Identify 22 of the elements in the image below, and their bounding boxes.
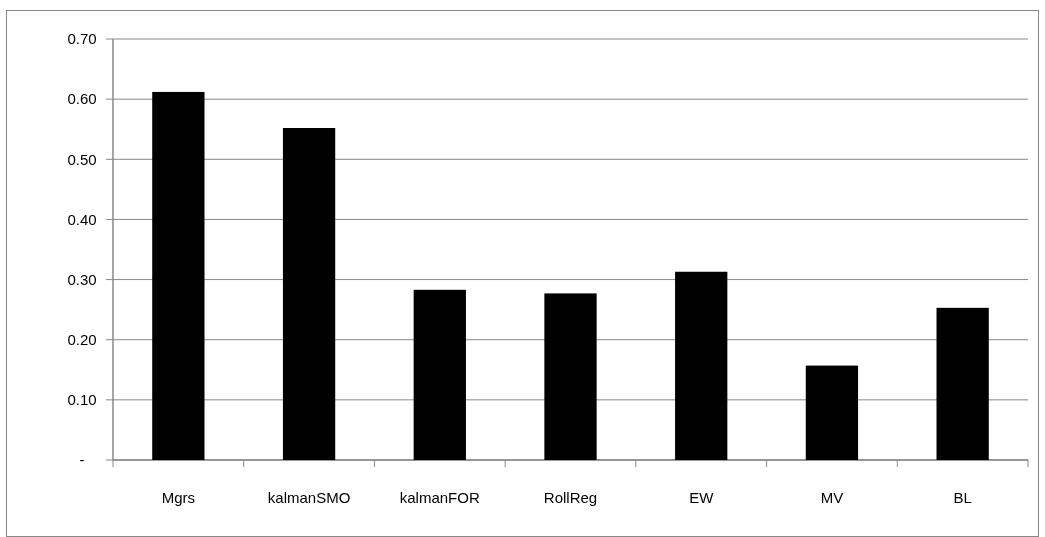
bar bbox=[282, 128, 336, 460]
y-tick-label: 0.50 bbox=[67, 150, 97, 168]
x-tick-label: MV bbox=[820, 489, 844, 506]
bar bbox=[675, 271, 728, 460]
x-tick-label: Mgrs bbox=[161, 489, 196, 506]
y-tick-label: 0.30 bbox=[67, 270, 97, 288]
y-tick-label: 0.10 bbox=[67, 391, 97, 409]
x-tick-label: BL bbox=[953, 489, 972, 506]
y-tick-label: - bbox=[79, 451, 85, 469]
x-tick-label: kalmanFOR bbox=[399, 489, 480, 506]
bar bbox=[805, 365, 859, 460]
y-tick-label: 0.70 bbox=[67, 30, 97, 48]
y-tick-label: 0.40 bbox=[67, 210, 97, 228]
bar bbox=[544, 293, 597, 460]
x-tick-label: RollReg bbox=[543, 489, 598, 506]
bar bbox=[936, 307, 989, 460]
bar bbox=[152, 91, 205, 460]
y-tick-label: 0.60 bbox=[67, 90, 97, 108]
x-tick-label: kalmanSMO bbox=[267, 489, 351, 506]
y-tick-label: 0.20 bbox=[67, 330, 97, 348]
x-tick-label: EW bbox=[689, 489, 715, 506]
bar bbox=[413, 289, 466, 460]
